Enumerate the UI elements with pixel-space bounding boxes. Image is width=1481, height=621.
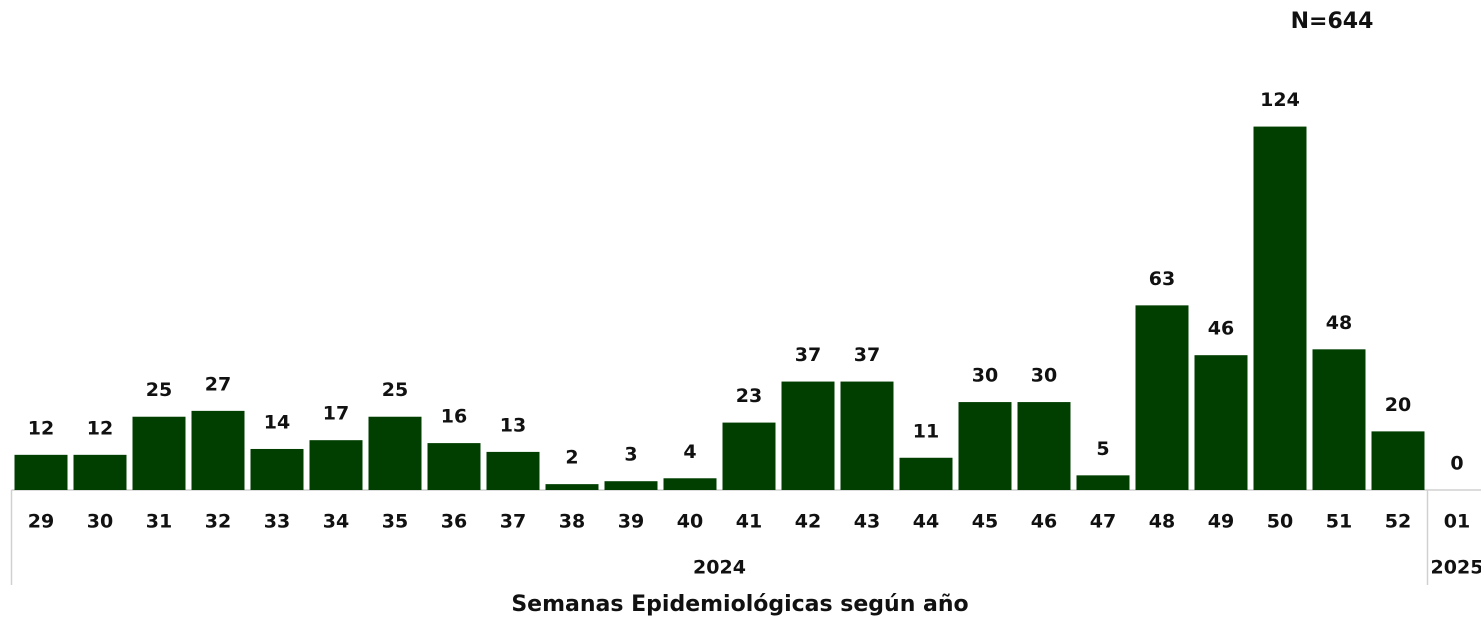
bar [1312,349,1366,490]
data-label: 12 [87,417,113,439]
x-tick-label: 38 [559,511,585,533]
x-tick-label: 36 [441,511,467,533]
bar [663,478,717,490]
data-label: 30 [1031,365,1057,387]
group-label: 2025 [1431,557,1481,579]
data-label: 13 [500,414,526,436]
data-label: 17 [323,403,349,425]
bar [545,484,599,490]
data-label: 25 [146,379,172,401]
bar [1371,431,1425,490]
x-tick-label: 40 [677,511,703,533]
x-tick-label: 01 [1444,511,1470,533]
data-label: 63 [1149,268,1175,290]
data-label: 48 [1326,312,1352,334]
bar [722,422,776,490]
x-tick-label: 30 [87,511,113,533]
data-label: 16 [441,406,467,428]
data-label: 124 [1260,89,1300,111]
data-label: 37 [795,344,821,366]
data-label: 14 [264,411,290,433]
data-label: 25 [382,379,408,401]
x-tick-label: 35 [382,511,408,533]
bar [250,448,304,490]
bar [840,381,894,490]
group-label: 2024 [693,557,746,579]
x-tick-label: 49 [1208,511,1234,533]
x-tick-label: 41 [736,511,762,533]
bar [73,454,127,490]
data-label: 46 [1208,318,1234,340]
x-tick-label: 29 [28,511,54,533]
bar [368,416,422,490]
bar [1017,402,1071,490]
bar [309,440,363,490]
data-label: 11 [913,420,939,442]
data-label: 4 [683,441,696,463]
x-tick-label: 47 [1090,511,1116,533]
x-tick-label: 34 [323,511,349,533]
bar [191,410,245,490]
data-label: 23 [736,385,762,407]
data-label: 37 [854,344,880,366]
x-tick-label: 44 [913,511,939,533]
bar [14,454,68,490]
data-label: 27 [205,373,231,395]
bar [427,443,481,490]
bar [604,481,658,490]
x-tick-label: 33 [264,511,290,533]
bar [1194,355,1248,490]
x-tick-label: 43 [854,511,880,533]
x-tick-label: 45 [972,511,998,533]
x-tick-label: 50 [1267,511,1293,533]
x-tick-label: 46 [1031,511,1057,533]
x-tick-label: 31 [146,511,172,533]
data-label: 3 [624,444,637,466]
bar [1076,475,1130,490]
data-label: 12 [28,417,54,439]
annotation: N=644 [1291,9,1374,34]
x-axis-title: Semanas Epidemiológicas según año [511,592,968,617]
bar [1253,126,1307,490]
data-label: 5 [1096,438,1109,460]
bar [1135,305,1189,490]
x-tick-label: 51 [1326,511,1352,533]
bar [486,451,540,490]
x-tick-label: 52 [1385,511,1411,533]
x-tick-label: 39 [618,511,644,533]
x-tick-label: 48 [1149,511,1175,533]
bar [781,381,835,490]
bar [132,416,186,490]
data-label: 2 [565,447,578,469]
x-tick-label: 42 [795,511,821,533]
data-label: 30 [972,365,998,387]
x-tick-label: 32 [205,511,231,533]
bar [899,457,953,490]
data-label: 0 [1450,453,1463,475]
data-label: 20 [1385,394,1411,416]
x-tick-label: 37 [500,511,526,533]
bar [958,402,1012,490]
